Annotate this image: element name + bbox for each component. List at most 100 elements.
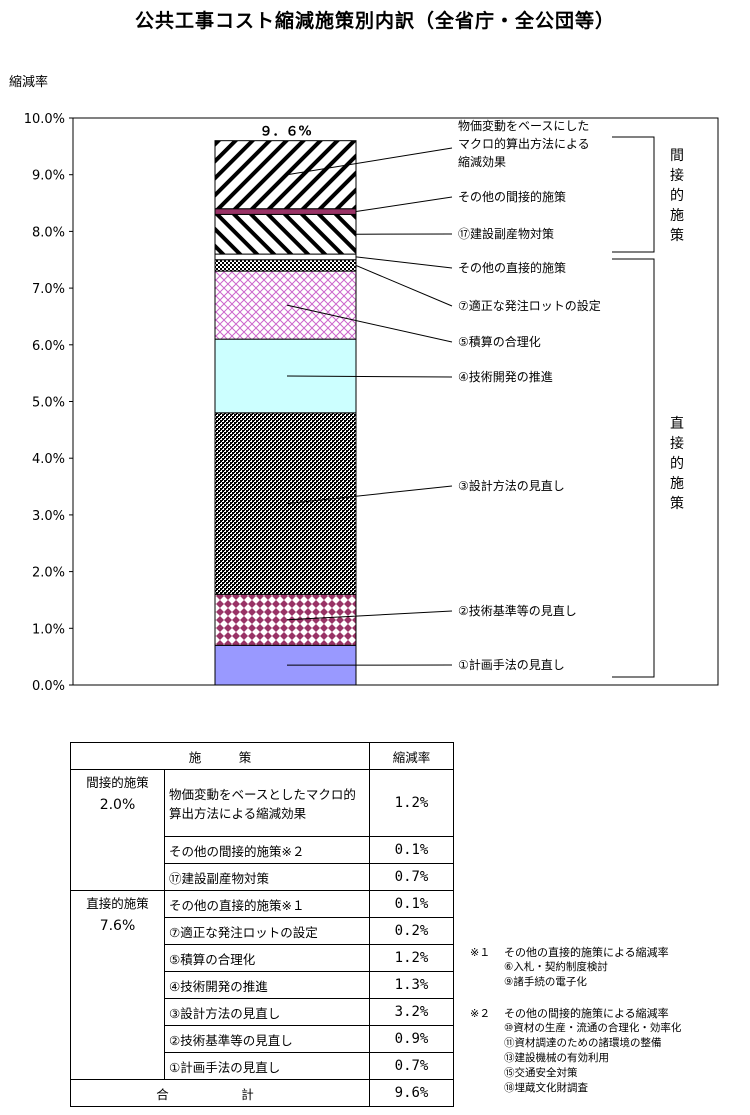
group-label-char: 施 — [670, 476, 684, 492]
bar-total-label: ９．６% — [259, 125, 311, 140]
callout-leader — [286, 375, 453, 378]
table-row: ③設計方法の見直し 3.2% — [71, 998, 454, 1026]
measure-name: ④技術開発の推進 — [164, 971, 370, 999]
group-cell: 間接的施策 2.0% — [70, 769, 165, 891]
measure-rate: 1.3% — [369, 971, 454, 999]
callout-leader — [355, 196, 453, 213]
callout-leader — [355, 256, 453, 269]
footnote-item: ⑨諸手続の電子化 — [504, 976, 587, 988]
table-total-row: 合 計 9.6% — [70, 1079, 454, 1107]
measure-name: その他の直接的施策※１ — [164, 890, 370, 918]
callout-label: 縮減効果 — [458, 154, 506, 169]
y-tick-label: 4.0% — [32, 452, 65, 467]
measure-rate: 0.9% — [369, 1025, 454, 1053]
callout-leader — [355, 264, 453, 307]
footnote-title: その他の間接的施策による縮減率 — [504, 1007, 669, 1020]
y-tick-label: 8.0% — [32, 225, 65, 240]
total-label: 合 計 — [70, 1079, 370, 1107]
bar-layer: ９．６% — [214, 125, 357, 686]
measure-table-body: 施 策縮減率 間接的施策 2.0% 物価変動をベースとしたマクロ的算出方法による縮減効… — [70, 742, 454, 1107]
y-tick-label: 6.0% — [32, 339, 65, 354]
y-tick-label: 10.0% — [24, 112, 65, 127]
callout-label: ⑦適正な発注ロットの設定 — [458, 298, 601, 313]
footnote-item: ⑬建設機械の有効利用 — [504, 1052, 609, 1064]
y-tick-label: 2.0% — [32, 566, 65, 581]
measure-rate: 3.2% — [369, 998, 454, 1026]
group-label-char: 接 — [670, 167, 684, 184]
table-row: ⑰建設副産物対策 0.7% — [71, 863, 454, 891]
measure-name: ③設計方法の見直し — [164, 998, 370, 1026]
footnote-item: ⑩資材の生産・流通の合理化・効率化 — [504, 1022, 682, 1034]
measure-rate: 0.1% — [369, 836, 454, 864]
y-tick-label: 5.0% — [32, 396, 65, 411]
bar-segment — [214, 270, 357, 340]
page-title: 公共工事コスト縮減施策別内訳（全省庁・全公団等） — [134, 10, 615, 32]
bar-segment — [214, 259, 357, 272]
callout-label: その他の間接的施策 — [458, 189, 566, 204]
y-tick-label: 0.0% — [32, 679, 65, 694]
table-row: 直接的施策 7.6% その他の直接的施策※１ 0.1% — [70, 890, 454, 1080]
group-bracket — [612, 258, 655, 678]
group-name: 直接的施策 — [86, 896, 149, 911]
measure-name: ⑦適正な発注ロットの設定 — [164, 917, 370, 945]
y-axis-title: 縮減率 — [9, 74, 48, 90]
measure-rate: 1.2% — [369, 769, 454, 837]
bar-segment — [214, 253, 357, 261]
callout-label: ②技術基準等の見直し — [458, 603, 577, 618]
group-label-char: 的 — [670, 188, 684, 204]
header-measure: 施 策 — [70, 742, 370, 770]
bar-segment — [214, 213, 357, 255]
footnote-item: ⑮交通安全対策 — [504, 1067, 578, 1079]
stacked-bar-chart: 縮減率 0.0% 1.0% 2.0% 3.0% 4.0% 5.0% 6.0% 7.0% 8.0%… — [9, 74, 719, 694]
group-cell: 直接的施策 7.6% — [70, 890, 165, 1080]
measure-rate: 0.1% — [369, 890, 454, 918]
footnote-item: ⑪資材調達のための諸環境の整備 — [504, 1037, 662, 1049]
callout-leader — [286, 610, 453, 621]
callout-leader — [286, 304, 453, 343]
table-row: ④技術開発の推進 1.3% — [71, 971, 454, 999]
footnote-item: ⑥入札・契約制度検討 — [504, 961, 608, 973]
group-label-char: 直 — [670, 415, 684, 432]
measure-rate: 0.7% — [369, 863, 454, 891]
y-tick-label: 9.0% — [32, 169, 65, 184]
group-rate: 2.0% — [99, 797, 136, 813]
bar-segment — [214, 412, 357, 595]
measure-name: ②技術基準等の見直し — [164, 1025, 370, 1053]
table-row: ①計画手法の見直し 0.7% — [71, 1052, 454, 1080]
table-row: ⑤積算の合理化 1.2% — [71, 944, 454, 972]
table-row: 間接的施策 2.0% 物価変動をベースとしたマクロ的算出方法による縮減効果 1.2% — [70, 769, 454, 891]
axis-layer: 0.0% 1.0% 2.0% 3.0% 4.0% 5.0% 6.0% 7.0% 8.0% 9.0%… — [24, 112, 719, 694]
group-label-char: 策 — [670, 495, 684, 512]
callout-leader — [286, 485, 453, 505]
total-rate: 9.6% — [369, 1079, 454, 1107]
callout-leader — [286, 147, 453, 176]
footnote-mark: ※２ — [470, 1007, 491, 1020]
bar-segment — [214, 593, 357, 646]
callout-label: ⑤積算の合理化 — [458, 334, 541, 349]
y-tick-label: 7.0% — [32, 282, 65, 297]
group-label-char: 施 — [670, 208, 684, 224]
plot-area — [72, 117, 719, 686]
table-header-row: 施 策縮減率 — [70, 742, 454, 770]
measure-name: その他の間接的施策※２ — [164, 836, 370, 864]
measure-rate: 1.2% — [369, 944, 454, 972]
y-tick-label: 1.0% — [32, 622, 65, 637]
callout-label: マクロ的算出方法による — [458, 136, 590, 151]
group-label-char: 的 — [670, 456, 684, 472]
footnote-heading: ※１ その他の直接的施策による縮減率 — [470, 945, 681, 960]
measure-rate: 0.2% — [369, 917, 454, 945]
bar-segment — [214, 208, 357, 215]
callout-label: ①計画手法の見直し — [458, 657, 565, 672]
group-rate: 7.6% — [99, 918, 136, 934]
measure-name: ①計画手法の見直し — [164, 1052, 370, 1080]
footnote-title: その他の直接的施策による縮減率 — [504, 946, 669, 959]
group-label-char: 接 — [670, 435, 684, 452]
callout-label: 物価変動をベースにした — [458, 118, 589, 133]
group-bracket — [612, 136, 655, 253]
callout-label: ⑰建設副産物対策 — [458, 226, 554, 241]
footnote-heading: ※２ その他の間接的施策による縮減率 — [470, 1006, 681, 1021]
measure-name: 物価変動をベースとしたマクロ的算出方法による縮減効果 — [164, 769, 370, 837]
bar-segment — [214, 140, 357, 210]
